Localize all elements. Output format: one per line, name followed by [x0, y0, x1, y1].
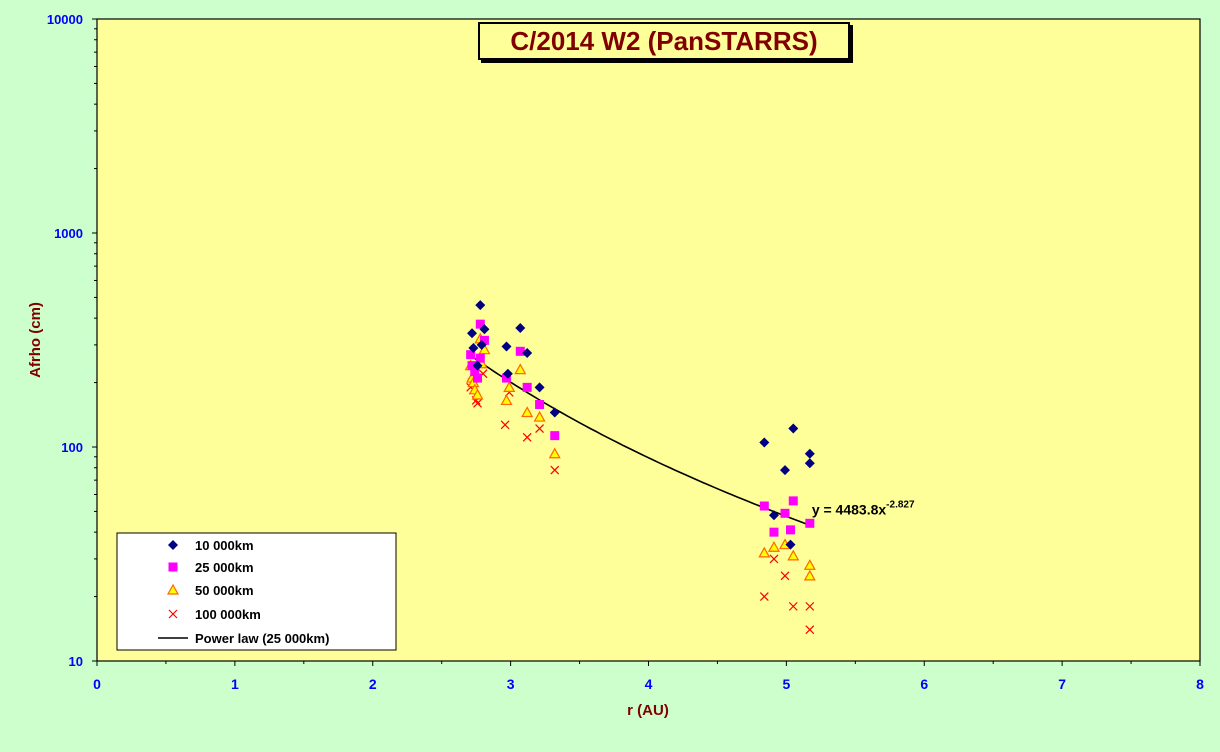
point-50000km: [787, 549, 800, 561]
point-25000km: [470, 367, 480, 377]
legend-marker: [166, 583, 180, 595]
y-tick-label: 100: [61, 440, 83, 455]
point-100000km: [769, 554, 779, 564]
point-25000km: [786, 525, 796, 535]
point-10000km: [549, 407, 560, 418]
legend-label-10000km: 10 000km: [195, 538, 254, 553]
point-50000km: [548, 447, 561, 459]
point-25000km: [475, 353, 485, 363]
point-10000km: [476, 339, 487, 350]
point-100000km: [759, 592, 769, 602]
point-100000km: [805, 601, 815, 611]
point-10000km: [515, 322, 526, 333]
point-25000km: [788, 496, 798, 506]
point-25000km: [473, 373, 483, 383]
legend-label-50000km: 50 000km: [195, 583, 254, 598]
point-50000km: [500, 394, 513, 406]
point-10000km: [759, 437, 770, 448]
power-law-fit-line: [471, 355, 811, 526]
point-50000km: [503, 381, 516, 392]
x-tick-label: 5: [782, 676, 790, 692]
point-50000km: [767, 541, 780, 552]
point-100000km: [500, 420, 510, 430]
point-10000km: [479, 324, 490, 335]
point-100000km: [780, 571, 790, 581]
point-25000km: [475, 319, 485, 329]
point-10000km: [804, 458, 815, 469]
point-25000km: [466, 350, 476, 360]
y-axis-title: Afrho (cm): [27, 302, 44, 378]
point-10000km: [475, 300, 486, 311]
point-10000km: [785, 539, 796, 550]
point-25000km: [780, 508, 790, 518]
legend-marker: [168, 609, 178, 619]
legend-label-power-law: Power law (25 000km): [195, 631, 329, 646]
point-25000km: [535, 399, 545, 409]
point-25000km: [550, 431, 560, 441]
legend-marker: [168, 540, 178, 550]
point-100000km: [550, 465, 560, 475]
x-tick-label: 1: [231, 676, 239, 692]
point-50000km: [514, 363, 527, 375]
point-50000km: [521, 406, 534, 418]
legend-box: [116, 532, 397, 651]
y-tick-label: 1000: [54, 226, 83, 241]
point-100000km: [535, 424, 545, 433]
point-10000km: [804, 448, 815, 459]
point-50000km: [803, 559, 816, 570]
point-10000km: [502, 368, 513, 379]
x-tick-label: 8: [1196, 676, 1204, 692]
data-points: [464, 300, 816, 635]
x-axis-title: r (AU): [627, 702, 669, 719]
legend-marker: [168, 562, 178, 572]
point-25000km: [501, 373, 511, 383]
point-10000km: [472, 360, 483, 371]
point-100000km: [522, 432, 532, 442]
fit-equation-base: y = 4483.8x: [812, 502, 887, 518]
legend-label-25000km: 25 000km: [195, 560, 254, 575]
x-tick-label: 4: [645, 676, 653, 692]
legend: 10 000km 25 000km 50 000km 100 000km Pow…: [116, 532, 397, 651]
x-tick-label: 0: [93, 676, 101, 692]
point-10000km: [467, 328, 478, 339]
point-50000km: [533, 410, 546, 422]
point-100000km: [473, 398, 482, 408]
point-50000km: [471, 388, 484, 400]
point-50000km: [758, 546, 771, 558]
point-25000km: [479, 335, 489, 345]
axis-ticks: 0 1 2 3 4 5 6 7 8 10 100 1000 10000: [47, 12, 1204, 692]
point-100000km: [788, 601, 798, 611]
point-25000km: [467, 361, 477, 371]
point-25000km: [759, 501, 769, 511]
point-100000km: [805, 625, 815, 635]
y-tick-label: 10: [69, 654, 83, 669]
x-tick-label: 3: [507, 676, 515, 692]
fit-equation: y = 4483.8x-2.827: [812, 500, 915, 518]
point-10000km: [534, 382, 545, 393]
y-tick-label: 10000: [47, 12, 83, 27]
chart-title: C/2014 W2 (PanSTARRS): [478, 22, 850, 60]
x-tick-label: 7: [1058, 676, 1066, 692]
point-10000km: [468, 343, 479, 354]
point-25000km: [515, 346, 525, 356]
x-tick-label: 6: [920, 676, 928, 692]
fit-equation-exponent: -2.827: [886, 500, 915, 511]
legend-markers: [166, 540, 180, 619]
point-10000km: [788, 423, 799, 434]
x-tick-label: 2: [369, 676, 377, 692]
point-10000km: [522, 347, 533, 358]
legend-label-100000km: 100 000km: [195, 607, 261, 622]
point-25000km: [769, 527, 779, 537]
point-10000km: [779, 465, 790, 476]
point-10000km: [501, 341, 512, 352]
point-25000km: [805, 518, 815, 528]
point-50000km: [803, 569, 816, 581]
point-25000km: [522, 382, 532, 392]
point-10000km: [768, 510, 779, 521]
